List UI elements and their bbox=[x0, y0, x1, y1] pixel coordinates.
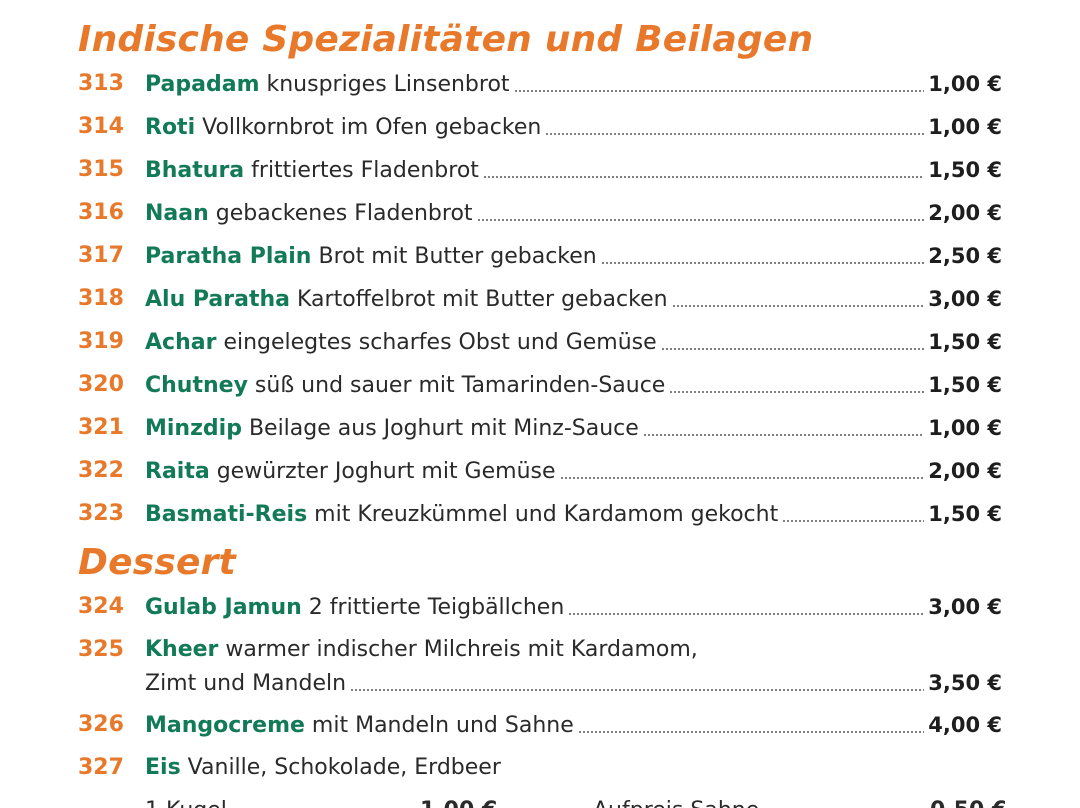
menu-item: 319 Achar eingelegtes scharfes Obst und G… bbox=[78, 327, 1002, 357]
item-name: Chutney bbox=[145, 373, 248, 398]
leader-dots bbox=[476, 219, 925, 221]
item-name: Mangocreme bbox=[145, 713, 305, 738]
leader-dots bbox=[513, 90, 925, 92]
menu-item: 313 Papadam knuspriges Linsenbrot 1,00 € bbox=[78, 69, 1002, 99]
item-description: Kartoffelbrot mit Butter gebacken bbox=[297, 287, 668, 312]
item-description: eingelegtes scharfes Obst und Gemüse bbox=[223, 330, 657, 355]
menu-item: 326 Mangocreme mit Mandeln und Sahne 4,00 … bbox=[78, 710, 1002, 740]
item-name: Minzdip bbox=[145, 416, 242, 441]
item-price: 1,50 € bbox=[928, 158, 1002, 182]
item-name: Naan bbox=[145, 201, 209, 226]
menu-item: 323 Basmati-Reis mit Kreuzkümmel und Kard… bbox=[78, 499, 1002, 529]
item-name: Achar bbox=[145, 330, 217, 355]
item-description: Vollkornbrot im Ofen gebacken bbox=[202, 115, 542, 140]
leader-dots bbox=[660, 348, 925, 350]
menu-item: 321 Minzdip Beilage aus Joghurt mit Minz-… bbox=[78, 413, 1002, 443]
item-number: 323 bbox=[78, 501, 124, 526]
item-name: Kheer bbox=[145, 637, 219, 662]
item-price: 1,50 € bbox=[928, 330, 1002, 354]
section-title-indian-specialties: Indische Spezialitäten und Beilagen bbox=[78, 19, 814, 60]
item-description: warmer indischer Milchreis mit Kardamom, bbox=[225, 637, 698, 662]
leader-dots bbox=[577, 731, 925, 733]
item-number: 324 bbox=[78, 594, 124, 619]
menu-item: 318 Alu Paratha Kartoffelbrot mit Butter … bbox=[78, 284, 1002, 314]
item-number: 325 bbox=[78, 637, 124, 662]
item-price: 2,00 € bbox=[928, 201, 1002, 225]
item-description: Brot mit Butter gebacken bbox=[318, 244, 597, 269]
item-price: 4,00 € bbox=[928, 713, 1002, 737]
item-description: gebackenes Fladenbrot bbox=[215, 201, 473, 226]
item-number: 313 bbox=[78, 71, 124, 96]
item-name: Gulab Jamun bbox=[145, 595, 302, 620]
leader-dots bbox=[482, 176, 925, 178]
menu-item: 320 Chutney süß und sauer mit Tamarinden-… bbox=[78, 370, 1002, 400]
sub-item-price: 1,00 € bbox=[420, 796, 497, 808]
menu-item: 327 Eis Vanille, Schokolade, Erdbeer bbox=[78, 753, 1002, 783]
leader-dots bbox=[600, 262, 925, 264]
item-description: frittiertes Fladenbrot bbox=[251, 158, 479, 183]
item-description: 2 frittierte Teigbällchen bbox=[308, 595, 565, 620]
menu-item: 315 Bhatura frittiertes Fladenbrot 1,50 € bbox=[78, 155, 1002, 185]
item-number: 326 bbox=[78, 712, 124, 737]
item-price: 1,50 € bbox=[928, 373, 1002, 397]
sub-item-label: 1 Kugel bbox=[145, 796, 227, 808]
item-number: 322 bbox=[78, 458, 124, 483]
item-description: gewürzter Joghurt mit Gemüse bbox=[216, 459, 556, 484]
menu-item: 324 Gulab Jamun 2 frittierte Teigbällchen… bbox=[78, 592, 1002, 622]
item-number: 327 bbox=[78, 755, 124, 780]
item-price: 2,50 € bbox=[928, 244, 1002, 268]
leader-dots bbox=[568, 613, 925, 615]
item-number: 320 bbox=[78, 372, 124, 397]
item-number: 314 bbox=[78, 114, 124, 139]
item-number: 317 bbox=[78, 243, 124, 268]
leader-dots bbox=[782, 520, 925, 522]
item-number: 319 bbox=[78, 329, 124, 354]
item-description: knuspriges Linsenbrot bbox=[266, 72, 510, 97]
leader-dots bbox=[642, 434, 925, 436]
item-price: 1,00 € bbox=[928, 72, 1002, 96]
item-description: süß und sauer mit Tamarinden-Sauce bbox=[254, 373, 666, 398]
item-number: 318 bbox=[78, 286, 124, 311]
menu-item: 317 Paratha Plain Brot mit Butter gebacke… bbox=[78, 241, 1002, 271]
item-description: mit Kreuzkümmel und Kardamom gekocht bbox=[314, 502, 779, 527]
item-name: Roti bbox=[145, 115, 196, 140]
item-description: Vanille, Schokolade, Erdbeer bbox=[187, 755, 501, 780]
item-description: Beilage aus Joghurt mit Minz-Sauce bbox=[248, 416, 639, 441]
leader-dots bbox=[545, 133, 925, 135]
item-price: 2,00 € bbox=[928, 459, 1002, 483]
item-price: 1,50 € bbox=[928, 502, 1002, 526]
menu-item: 325 Kheer warmer indischer Milchreis mit … bbox=[78, 635, 1002, 698]
item-price: 1,00 € bbox=[928, 115, 1002, 139]
leader-dots bbox=[559, 477, 925, 479]
item-name: Papadam bbox=[145, 72, 260, 97]
item-number: 321 bbox=[78, 415, 124, 440]
item-description-continued: Zimt und Mandeln bbox=[145, 671, 347, 696]
section-title-dessert: Dessert bbox=[78, 542, 236, 583]
menu-item: 316 Naan gebackenes Fladenbrot 2,00 € bbox=[78, 198, 1002, 228]
item-price: 3,50 € bbox=[928, 671, 1002, 695]
menu-item: 314 Roti Vollkornbrot im Ofen gebacken 1,0… bbox=[78, 112, 1002, 142]
sub-item-price: 0,50 € bbox=[930, 796, 1005, 808]
item-number: 316 bbox=[78, 200, 124, 225]
item-description: mit Mandeln und Sahne bbox=[311, 713, 574, 738]
item-price: 1,00 € bbox=[928, 416, 1002, 440]
leader-dots bbox=[350, 689, 925, 691]
item-name: Raita bbox=[145, 459, 210, 484]
item-number: 315 bbox=[78, 157, 124, 182]
item-price: 3,00 € bbox=[928, 287, 1002, 311]
item-name: Eis bbox=[145, 755, 181, 780]
item-name: Bhatura bbox=[145, 158, 245, 183]
leader-dots bbox=[669, 391, 925, 393]
sub-item-label: Aufpreis Sahne bbox=[593, 796, 759, 808]
item-name: Alu Paratha bbox=[145, 287, 290, 312]
leader-dots bbox=[671, 305, 925, 307]
item-name: Basmati-Reis bbox=[145, 502, 308, 527]
menu-item: 322 Raita gewürzter Joghurt mit Gemüse 2,0… bbox=[78, 456, 1002, 486]
item-name: Paratha Plain bbox=[145, 244, 312, 269]
cut-off-sub-row: 1 Kugel 1,00 € Aufpreis Sahne 0,50 € bbox=[145, 794, 1005, 808]
item-price: 3,00 € bbox=[928, 595, 1002, 619]
